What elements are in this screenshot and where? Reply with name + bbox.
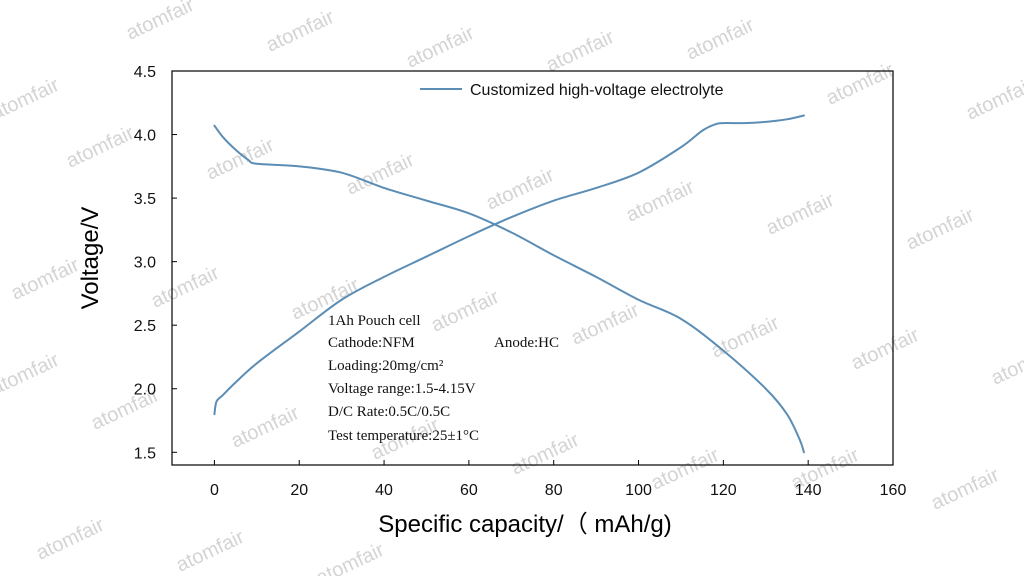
watermark-text: atomfair <box>543 26 618 77</box>
watermark-text: atomfair <box>823 59 898 110</box>
watermark-text: atomfair <box>8 254 83 305</box>
watermark-text: atomfair <box>903 204 978 255</box>
watermark-text: atomfair <box>928 464 1003 515</box>
watermark-text: atomfair <box>988 339 1024 390</box>
y-tick-label: 3.5 <box>134 191 156 208</box>
charge-curve <box>213 114 805 416</box>
x-axis: 0 20 40 60 80 100 120 140 160 <box>210 460 906 499</box>
watermark-text: atomfair <box>403 22 478 73</box>
x-tick-label: 140 <box>795 482 822 499</box>
legend: Customized high-voltage electrolyte <box>420 82 724 99</box>
annotation-temperature: Test temperature:25±1°C <box>328 428 479 444</box>
x-tick-label: 160 <box>880 482 907 499</box>
x-axis-title: Specific capacity/（ mAh/g) <box>378 511 671 538</box>
watermark-text: atomfair <box>0 349 63 400</box>
y-axis-title: Voltage/V <box>77 207 104 310</box>
x-tick-label: 40 <box>375 482 393 499</box>
annotation-loading: Loading:20mg/cm² <box>328 358 444 374</box>
y-tick-label: 4.5 <box>134 64 156 81</box>
annotation-cathode: Cathode:NFM <box>328 335 415 351</box>
annotation-rate: D/C Rate:0.5C/0.5C <box>328 404 450 420</box>
legend-label: Customized high-voltage electrolyte <box>470 82 724 99</box>
test-conditions-annotation: 1Ah Pouch cell Cathode:NFM Anode:HC Load… <box>328 313 559 444</box>
watermark-text: atomfair <box>263 6 338 57</box>
y-tick-label: 4.0 <box>134 128 156 145</box>
x-tick-label: 20 <box>290 482 308 499</box>
x-tick-label: 120 <box>710 482 737 499</box>
y-tick-label: 1.5 <box>134 445 156 462</box>
watermark-text: atomfair <box>313 539 388 576</box>
y-tick-label: 2.5 <box>134 318 156 335</box>
y-axis: 1.5 2.0 2.5 3.0 3.5 4.0 4.5 <box>134 64 177 462</box>
watermark-text: atomfair <box>0 74 63 125</box>
watermark-text: atomfair <box>508 429 583 480</box>
series-layer <box>213 114 805 454</box>
annotation-voltage-range: Voltage range:1.5-4.15V <box>328 381 476 397</box>
watermark-text: atomfair <box>428 286 503 337</box>
watermark-text: atomfair <box>683 14 758 65</box>
watermark-text: atomfair <box>123 0 198 45</box>
x-tick-label: 80 <box>545 482 563 499</box>
watermark-text: atomfair <box>148 262 223 313</box>
x-tick-label: 100 <box>625 482 652 499</box>
watermark-text: atomfair <box>63 122 138 173</box>
watermark-text: atomfair <box>483 164 558 215</box>
watermark-text: atomfair <box>568 299 643 350</box>
watermark-text: atomfair <box>228 402 303 453</box>
x-tick-label: 0 <box>210 482 219 499</box>
discharge-curve <box>213 124 805 454</box>
y-tick-label: 2.0 <box>134 382 156 399</box>
x-tick-label: 60 <box>460 482 478 499</box>
watermark-text: atomfair <box>623 176 698 227</box>
watermark-text: atomfair <box>203 134 278 185</box>
watermark-text: atomfair <box>763 189 838 240</box>
annotation-anode: Anode:HC <box>494 335 559 351</box>
watermark-text: atomfair <box>963 74 1024 125</box>
watermark-text: atomfair <box>33 514 108 565</box>
watermark-text: atomfair <box>708 312 783 363</box>
watermark-text: atomfair <box>848 324 923 375</box>
y-tick-label: 3.0 <box>134 255 156 272</box>
annotation-cell: 1Ah Pouch cell <box>328 313 420 329</box>
watermark-text: atomfair <box>173 526 248 576</box>
plot-area <box>171 70 894 466</box>
watermark-text: atomfair <box>343 149 418 200</box>
